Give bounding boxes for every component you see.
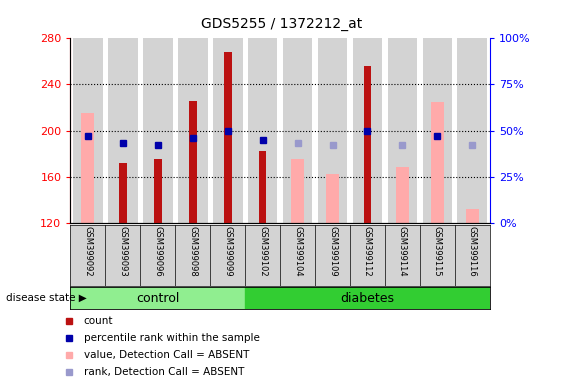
Text: GSM399109: GSM399109 — [328, 227, 337, 277]
Bar — [387, 38, 417, 223]
Text: diabetes: diabetes — [341, 292, 395, 305]
Bar — [291, 159, 304, 223]
Text: GSM399098: GSM399098 — [188, 227, 197, 277]
Bar — [70, 287, 245, 309]
Bar — [178, 38, 208, 223]
Text: GSM399099: GSM399099 — [223, 227, 232, 277]
Bar — [422, 38, 452, 223]
Text: GSM399102: GSM399102 — [258, 227, 267, 277]
Text: GSM399092: GSM399092 — [83, 227, 92, 277]
Text: GSM399114: GSM399114 — [398, 227, 407, 277]
Bar — [326, 174, 339, 223]
Bar — [259, 151, 266, 223]
Bar — [73, 38, 102, 223]
Bar — [143, 38, 173, 223]
Bar — [245, 287, 490, 309]
Text: GDS5255 / 1372212_at: GDS5255 / 1372212_at — [201, 17, 362, 31]
Text: GSM399093: GSM399093 — [118, 227, 127, 277]
Bar — [431, 102, 444, 223]
Bar — [364, 66, 372, 223]
Bar — [154, 159, 162, 223]
Bar — [458, 38, 487, 223]
Text: GSM399096: GSM399096 — [153, 227, 162, 277]
Text: count: count — [83, 316, 113, 326]
Bar — [108, 38, 138, 223]
Text: GSM399104: GSM399104 — [293, 227, 302, 277]
Bar — [352, 38, 382, 223]
Text: value, Detection Call = ABSENT: value, Detection Call = ABSENT — [83, 350, 249, 360]
Text: GSM399115: GSM399115 — [433, 227, 442, 277]
Bar — [248, 38, 278, 223]
Text: disease state ▶: disease state ▶ — [6, 293, 86, 303]
Text: GSM399116: GSM399116 — [468, 227, 477, 277]
Bar — [466, 209, 479, 223]
Text: GSM399112: GSM399112 — [363, 227, 372, 277]
Bar — [213, 38, 243, 223]
Bar — [396, 167, 409, 223]
Text: rank, Detection Call = ABSENT: rank, Detection Call = ABSENT — [83, 367, 244, 377]
Bar — [318, 38, 347, 223]
Bar — [189, 101, 196, 223]
Text: percentile rank within the sample: percentile rank within the sample — [83, 333, 260, 343]
Bar — [224, 52, 231, 223]
Text: control: control — [136, 292, 180, 305]
Bar — [119, 163, 127, 223]
Bar — [81, 113, 95, 223]
Bar — [283, 38, 312, 223]
